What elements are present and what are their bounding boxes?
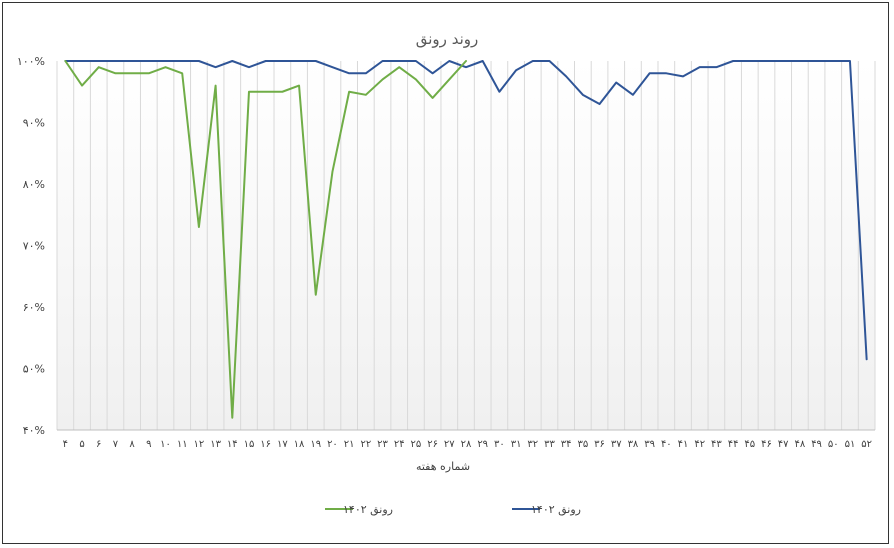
y-tick-label: ۵۰% <box>23 363 45 376</box>
x-tick-label: ۱۳ <box>210 439 221 450</box>
x-tick-label: ۲۳ <box>377 439 388 450</box>
x-tick-label: ۸ <box>129 439 135 450</box>
series-line <box>64 60 868 361</box>
x-tick-label: ۴۹ <box>811 439 822 450</box>
x-tick-label: ۳۹ <box>644 439 655 450</box>
x-tick-label: ۲۱ <box>344 439 355 450</box>
x-tick-label: ۱۷ <box>277 439 288 450</box>
series-line <box>64 60 467 419</box>
x-tick-label: ۳۶ <box>594 439 605 450</box>
y-tick-label: ۸۰% <box>23 178 45 191</box>
x-tick-label: ۴۴ <box>728 439 739 450</box>
x-tick-label: ۳۵ <box>577 439 588 450</box>
x-tick-label: ۵۲ <box>861 439 872 450</box>
gridlines <box>56 61 876 431</box>
x-tick-label: ۲۲ <box>360 439 371 450</box>
x-tick-label: ۵۰ <box>828 439 839 450</box>
y-tick-label: ۹۰% <box>23 117 45 130</box>
legend-label: رونق ۱۴۰۲ <box>343 503 393 517</box>
x-tick-label: ۷ <box>113 439 119 450</box>
legend-label: رونق ۱۴۰۲ <box>531 503 581 517</box>
x-tick-label: ۳۴ <box>561 439 572 450</box>
x-tick-label: ۳۸ <box>628 439 639 450</box>
series-lines <box>64 60 868 419</box>
x-tick-label: ۱۰ <box>160 439 171 450</box>
x-tick-label: ۱۴ <box>227 439 238 450</box>
x-tick-label: ۳۷ <box>611 439 622 450</box>
x-tick-label: ۲۶ <box>427 439 438 450</box>
x-tick-label: ۴۵ <box>744 439 755 450</box>
x-tick-label: ۱۸ <box>294 439 305 450</box>
x-axis: ۴ ۵ ۶ ۷ ۸ ۹ ۱۰ ۱۱ ۱۲ ۱۳ ۱۴ ۱۵ ۱۶ ۱۷ ۱۸ ۱۹ ۲۰ ۲۱ ۲۲ ۲۳ ۲۴ ۲۵ ۲۶… <box>63 439 872 450</box>
y-tick-label: ۶۰% <box>23 301 45 314</box>
x-tick-label: ۴۸ <box>795 439 806 450</box>
x-tick-label: ۲۴ <box>394 439 405 450</box>
x-tick-label: ۴۳ <box>711 439 722 450</box>
x-tick-label: ۹ <box>146 439 151 450</box>
x-tick-label: ۴۷ <box>778 439 789 450</box>
x-tick-label: ۳۱ <box>511 439 522 450</box>
x-tick-label: ۲۰ <box>327 439 338 450</box>
x-tick-label: ۱۶ <box>260 439 271 450</box>
x-tick-label: ۳۳ <box>544 439 555 450</box>
x-tick-label: ۱۲ <box>194 439 205 450</box>
x-tick-label: ۵۱ <box>845 439 856 450</box>
x-tick-label: ۴۶ <box>761 439 772 450</box>
x-tick-label: ۱۱ <box>177 439 188 450</box>
x-tick-label: ۲۸ <box>461 439 472 450</box>
y-tick-label: ۷۰% <box>23 240 45 253</box>
x-tick-label: ۴ <box>63 439 68 450</box>
x-tick-label: ۱۹ <box>310 439 321 450</box>
x-tick-label: ۱۵ <box>244 439 255 450</box>
x-tick-label: ۶ <box>96 439 101 450</box>
x-tick-label: ۴۰ <box>661 439 672 450</box>
x-tick-label: ۳۲ <box>527 439 538 450</box>
x-tick-label: ۳۰ <box>494 439 505 450</box>
y-axis: ۴۰% ۵۰% ۶۰% ۷۰% ۸۰% ۹۰% ۱۰۰% <box>17 55 45 437</box>
x-tick-label: ۲۵ <box>411 439 422 450</box>
plot-area <box>57 61 875 430</box>
x-tick-label: ۵ <box>79 439 84 450</box>
chart-title: روند رونق <box>416 30 478 48</box>
x-tick-label: ۲۷ <box>444 439 455 450</box>
x-tick-label: ۲۹ <box>477 439 488 450</box>
x-tick-label: ۴۲ <box>694 439 705 450</box>
x-tick-label: ۴۱ <box>678 439 689 450</box>
x-axis-title: شماره هفته <box>416 460 470 473</box>
y-tick-label: ۴۰% <box>23 424 45 437</box>
y-tick-label: ۱۰۰% <box>17 55 45 68</box>
legend: رونق ۱۴۰۲ رونق ۱۴۰۲ <box>325 503 581 517</box>
